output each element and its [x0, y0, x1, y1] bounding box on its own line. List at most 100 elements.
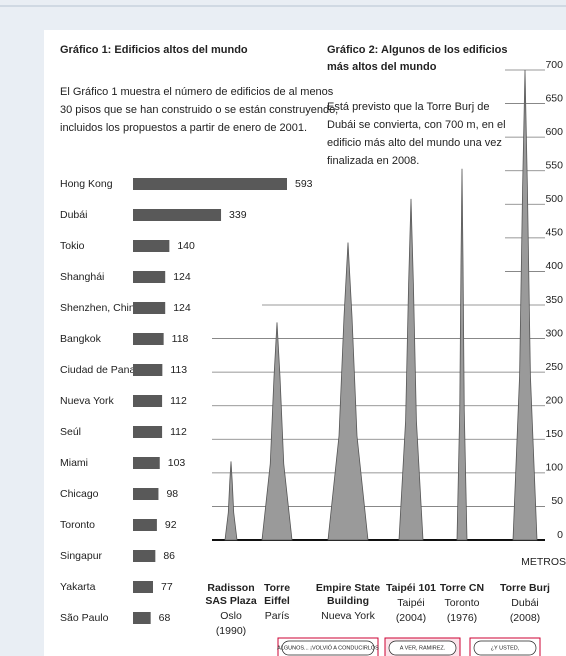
- comic-text: ¿Y USTED,: [491, 645, 520, 651]
- building-name: Torre CN: [440, 582, 484, 594]
- building-name: Building: [327, 595, 369, 607]
- building-year: (1976): [447, 612, 477, 624]
- building-name: Torre: [264, 582, 290, 594]
- value-label: 86: [163, 550, 175, 562]
- comic-text: ALGUNOS... ¡VOLVIÓ A CONDUCIRLOS: [277, 644, 379, 651]
- category-label: Ciudad de Panamá: [60, 364, 150, 376]
- value-label: 339: [229, 209, 247, 221]
- speech-bubble: [388, 640, 457, 656]
- bar: [133, 333, 164, 345]
- value-label: 118: [172, 333, 189, 345]
- category-label: Nueva York: [60, 395, 114, 407]
- bar: [133, 581, 153, 593]
- y-tick-label: 650: [545, 92, 563, 104]
- building-name: Empire State: [316, 582, 380, 594]
- value-label: 77: [161, 581, 173, 593]
- y-tick-label: 0: [557, 529, 563, 541]
- building-year: (2008): [510, 612, 540, 624]
- building: [261, 322, 293, 541]
- category-label: Seúl: [60, 426, 81, 438]
- chart-title: más altos del mundo: [327, 61, 437, 73]
- y-tick-label: 300: [545, 327, 563, 339]
- building-name: Torre Burj: [500, 582, 550, 594]
- speech-bubble: [281, 640, 375, 656]
- category-label: Singapur: [60, 550, 103, 562]
- y-tick-label: 600: [545, 126, 563, 138]
- description: Está previsto que la Torre Burj de: [327, 101, 489, 113]
- building: [456, 168, 468, 541]
- bar: [133, 519, 157, 531]
- bar: [133, 364, 163, 376]
- category-label: Bangkok: [60, 333, 102, 345]
- category-label: São Paulo: [60, 612, 109, 624]
- bar: [133, 302, 166, 314]
- category-label: Shanghái: [60, 271, 104, 283]
- building-name: SAS Plaza: [205, 595, 257, 607]
- value-label: 124: [173, 302, 191, 314]
- building-city: Toronto: [444, 597, 479, 609]
- value-label: 98: [166, 488, 178, 500]
- category-label: Chicago: [60, 488, 99, 500]
- building: [398, 198, 424, 541]
- category-label: Miami: [60, 457, 88, 469]
- y-tick-label: 550: [545, 159, 563, 171]
- value-label: 140: [177, 240, 195, 252]
- building-name: Eiffel: [264, 595, 290, 607]
- bar: [133, 550, 156, 562]
- chart-title: Gráfico 2: Algunos de los edificios: [327, 44, 508, 56]
- bar: [133, 457, 160, 469]
- value-label: 92: [165, 519, 177, 531]
- y-tick-label: 100: [545, 462, 563, 474]
- value-label: 593: [295, 178, 313, 190]
- y-tick-label: 200: [545, 394, 563, 406]
- bar: [133, 426, 163, 438]
- y-tick-label: 700: [545, 59, 563, 71]
- value-label: 113: [170, 364, 187, 376]
- bar: [133, 209, 222, 221]
- building: [224, 461, 238, 541]
- building-city: París: [265, 610, 290, 622]
- value-label: 112: [170, 426, 187, 438]
- bar: [133, 240, 170, 252]
- building: [512, 69, 538, 541]
- building-year: (2004): [396, 612, 426, 624]
- building-city: Taipéi: [397, 597, 424, 609]
- building-city: Oslo: [220, 610, 242, 622]
- speech-bubble: [473, 640, 537, 656]
- y-tick-label: 500: [545, 193, 563, 205]
- description: Dubái se convierta, con 700 m, en el: [327, 119, 506, 131]
- building-year: (1990): [216, 625, 246, 637]
- bar: [133, 612, 151, 624]
- description: finalizada en 2008.: [327, 155, 419, 167]
- category-label: Toronto: [60, 519, 95, 531]
- bar: [133, 488, 159, 500]
- bar: [133, 271, 166, 283]
- description: El Gráfico 1 muestra el número de edific…: [60, 86, 334, 98]
- y-tick-label: 250: [545, 361, 563, 373]
- value-label: 68: [159, 612, 171, 624]
- building-name: Taipéi 101: [386, 582, 436, 594]
- chart-title: Gráfico 1: Edificios altos del mundo: [60, 44, 248, 56]
- value-label: 103: [168, 457, 186, 469]
- description: 30 pisos que se han construido o se está…: [60, 104, 338, 116]
- value-label: 124: [173, 271, 191, 283]
- building-city: Dubái: [511, 597, 538, 609]
- building-city: Nueva York: [321, 610, 375, 622]
- description: incluidos los propuestos a partir de ene…: [60, 122, 307, 134]
- panel: [44, 30, 566, 656]
- category-label: Yakarta: [60, 581, 96, 593]
- building-name: Radisson: [207, 582, 254, 594]
- value-label: 112: [170, 395, 187, 407]
- category-label: Dubái: [60, 209, 87, 221]
- category-label: Hong Kong: [60, 178, 113, 190]
- description: edificio más alto del mundo una vez: [327, 137, 502, 149]
- y-tick-label: 50: [551, 495, 563, 507]
- y-tick-label: 350: [545, 294, 563, 306]
- y-tick-label: 400: [545, 260, 563, 272]
- y-axis-label: METROS: [521, 556, 566, 568]
- comic-text: A VER, RAMIREZ.: [400, 645, 446, 651]
- building: [327, 242, 369, 541]
- category-label: Tokio: [60, 240, 85, 252]
- y-tick-label: 150: [545, 428, 563, 440]
